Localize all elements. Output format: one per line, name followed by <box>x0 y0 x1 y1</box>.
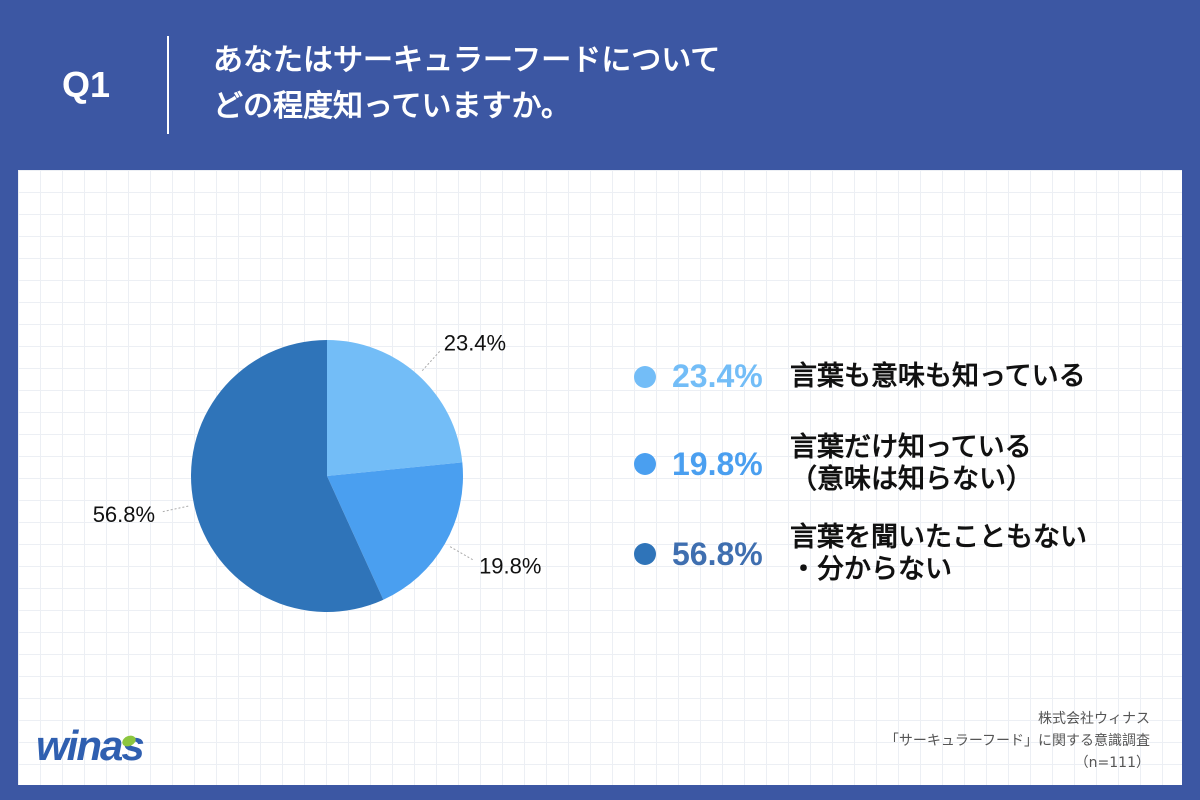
legend-label-line1: 言葉を聞いたこともない <box>790 522 1087 553</box>
legend-item-2: 56.8% 言葉を聞いたこともない ・分からない <box>634 522 1087 586</box>
legend-label: 言葉だけ知っている （意味は知らない） <box>790 432 1033 496</box>
legend-dot-icon <box>634 543 656 565</box>
question-number: Q1 <box>62 64 111 105</box>
pie-slice-2 <box>190 340 384 612</box>
leader-line-0 <box>421 351 441 372</box>
chart-card: 23.4% 19.8% 56.8% 23.4% 言葉も意味も知っている 19.8% … <box>18 170 1182 785</box>
legend-dot-icon <box>634 365 656 388</box>
header-divider <box>167 36 169 134</box>
legend-item-1: 19.8% 言葉だけ知っている （意味は知らない） <box>634 432 1033 496</box>
header: Q1 あなたはサーキュラーフードについて どの程度知っていますか。 <box>0 0 1200 170</box>
data-label-0: 23.4% <box>444 330 506 355</box>
source-company: 株式会社ウィナス <box>1038 711 1150 727</box>
legend-percent: 23.4% <box>672 358 763 394</box>
data-label-1: 19.8% <box>479 554 541 579</box>
question-title: あなたはサーキュラーフードについて どの程度知っていますか。 <box>213 38 1113 130</box>
legend-label-line1: 言葉だけ知っている <box>790 432 1032 463</box>
legend-label-line2: （意味は知らない） <box>790 464 1033 495</box>
legend-percent: 19.8% <box>672 445 763 482</box>
source-sample: （n=111） <box>1074 755 1150 771</box>
question-title-line1: あなたはサーキュラーフードについて <box>213 43 721 78</box>
pie-slice-0 <box>327 340 463 476</box>
source-note: 株式会社ウィナス 「サーキュラーフード」に関する意識調査 （n=111） <box>885 708 1150 774</box>
legend-label-line2: ・分からない <box>790 554 952 585</box>
legend-label: 言葉を聞いたこともない ・分からない <box>790 522 1087 586</box>
legend-item-0: 23.4% 言葉も意味も知っている <box>634 358 1086 395</box>
pie-chart: 23.4% 19.8% 56.8% <box>93 330 541 612</box>
legend-label-line1: 言葉も意味も知っている <box>790 360 1086 392</box>
leader-line-2 <box>162 505 189 513</box>
legend-percent: 56.8% <box>672 535 763 572</box>
legend-label: 言葉も意味も知っている <box>790 361 1086 393</box>
source-survey: 「サーキュラーフード」に関する意識調査 <box>884 733 1150 749</box>
legend-dot-icon <box>634 453 656 475</box>
pie-slice-1 <box>327 462 463 600</box>
data-label-2: 56.8% <box>93 502 155 527</box>
question-title-line2: どの程度知っていますか。 <box>213 89 571 124</box>
leader-line-1 <box>449 546 473 561</box>
